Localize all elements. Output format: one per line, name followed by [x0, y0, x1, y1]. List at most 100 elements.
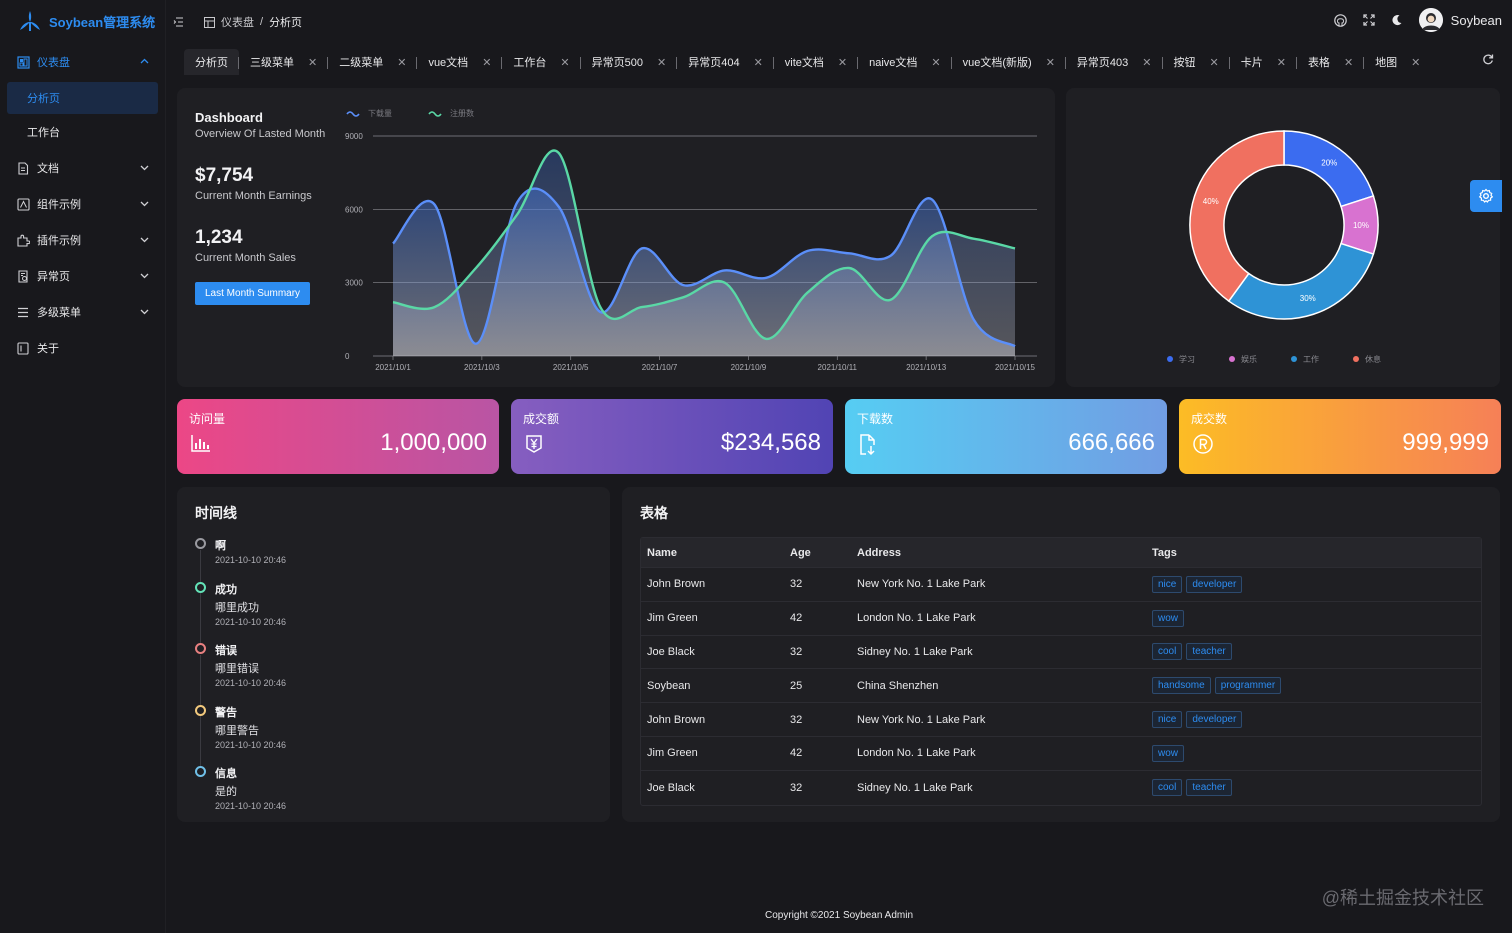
cell-tags: cool teacher [1152, 779, 1481, 797]
username[interactable]: Soybean [1450, 12, 1502, 28]
exception-icon [16, 269, 30, 283]
close-icon[interactable]: ✕ [482, 56, 492, 69]
table-row[interactable]: Joe Black 32 Sidney No. 1 Lake Park cool… [641, 771, 1481, 805]
close-icon[interactable]: ✕ [1276, 56, 1286, 69]
sidebar-item-plugins[interactable]: 插件示例 [0, 222, 165, 258]
dark-mode-moon-icon[interactable] [1391, 14, 1403, 26]
sidebar-item-components[interactable]: 组件示例 [0, 186, 165, 222]
avatar[interactable] [1418, 8, 1443, 32]
timeline-item-time: 2021-10-10 20:46 [215, 617, 287, 627]
timeline-item-title: 啊 [215, 540, 226, 552]
tab-naive-docs[interactable]: naive文档 ✕ [858, 49, 952, 75]
tab-table[interactable]: 表格 ✕ [1297, 49, 1365, 75]
tab-label: 表格 [1307, 57, 1330, 69]
close-icon[interactable]: ✕ [931, 56, 941, 69]
theme-settings-button[interactable] [1470, 180, 1502, 212]
donut-chart[interactable]: 20% 10% 30% 40% 学习 娱乐 工作 休息 [1066, 88, 1500, 387]
sidebar-item-label: 多级菜单 [37, 307, 81, 319]
sidebar: Soybean管理系统 仪表盘 分析页 工作台 文档 组件示例 [0, 0, 166, 933]
column-header-name[interactable]: Name [647, 546, 677, 559]
column-header-tags[interactable]: Tags [1152, 546, 1177, 559]
cell-age: 32 [790, 713, 803, 726]
copyright-text: Copyright ©2021 Soybean Admin [764, 910, 914, 921]
tab-level2-menu[interactable]: 二级菜单 ✕ [328, 49, 418, 75]
legend-label: 下载量 [368, 108, 392, 118]
tab-label: vite文档 [784, 57, 824, 69]
tag: nice [1152, 575, 1183, 593]
close-icon[interactable]: ✕ [1411, 56, 1421, 69]
close-icon[interactable]: ✕ [1209, 56, 1219, 69]
close-icon[interactable]: ✕ [656, 56, 667, 69]
cell-address: New York No. 1 Lake Park [857, 578, 986, 591]
table-row[interactable]: John Brown 32 New York No. 1 Lake Park n… [641, 703, 1481, 737]
sidebar-item-document[interactable]: 文档 [0, 150, 165, 186]
app-logo[interactable]: Soybean管理系统 [0, 0, 165, 42]
tab-label: 三级菜单 [250, 57, 294, 69]
cell-name: Jim Green [647, 612, 698, 625]
tag: cool [1152, 779, 1183, 797]
tab-separator [1161, 57, 1163, 69]
tab-card[interactable]: 卡片 ✕ [1230, 49, 1297, 75]
y-tick-label: 9000 [345, 132, 363, 141]
cell-tags: nice developer [1152, 575, 1481, 593]
tab-exception-403[interactable]: 异常页403 ✕ [1066, 49, 1163, 75]
tab-exception-500[interactable]: 异常页500 ✕ [581, 49, 678, 75]
refresh-button[interactable] [1482, 52, 1494, 70]
table-row[interactable]: Jim Green 42 London No. 1 Lake Park wow [641, 602, 1481, 636]
close-icon[interactable]: ✕ [308, 56, 318, 69]
column-header-address[interactable]: Address [857, 546, 902, 559]
close-icon[interactable]: ✕ [1045, 56, 1055, 69]
sidebar-item-dashboard[interactable]: 仪表盘 [0, 44, 165, 80]
sidebar-item-workbench[interactable]: 工作台 [7, 116, 158, 148]
tag: developer [1186, 575, 1243, 593]
x-tick-label: 2021/10/3 [464, 363, 500, 372]
table-row[interactable]: Joe Black 32 Sidney No. 1 Lake Park cool… [641, 636, 1481, 670]
close-icon[interactable]: ✕ [560, 56, 570, 69]
tab-analysis[interactable]: 分析页 [184, 49, 239, 75]
pie-slice-label: 20% [1321, 159, 1337, 168]
sidebar-item-multi-menu[interactable]: 多级菜单 [0, 294, 165, 330]
cell-tags: cool teacher [1152, 643, 1481, 661]
tab-label: 分析页 [195, 57, 228, 69]
close-icon[interactable]: ✕ [397, 56, 407, 69]
line-area-chart[interactable]: 9000 6000 3000 0 2021/10/1 2021/10/3 2021/10/5… [177, 88, 1055, 387]
legend-label: 工作 [1303, 354, 1319, 364]
tab-separator [416, 57, 418, 69]
sidebar-item-exception[interactable]: 异常页 [0, 258, 165, 294]
last-month-summary-button[interactable]: Last Month Summary [195, 282, 311, 305]
tab-vue-docs[interactable]: vue文档 ✕ [417, 49, 503, 75]
tab-exception-404[interactable]: 异常页404 ✕ [677, 49, 774, 75]
watermark: @稀土掘金技术社区 [1321, 888, 1484, 908]
about-icon [16, 341, 30, 355]
tab-vite-docs[interactable]: vite文档 ✕ [774, 49, 859, 75]
x-tick-label: 2021/10/15 [995, 363, 1036, 372]
column-header-age[interactable]: Age [790, 546, 811, 559]
cell-age: 32 [790, 781, 803, 794]
menu-collapse-button[interactable] [173, 14, 184, 32]
fullscreen-icon[interactable] [1363, 14, 1375, 26]
breadcrumb-item-current: 分析页 [269, 17, 303, 29]
dashboard-subtitle: Overview Of Lasted Month [195, 128, 326, 140]
close-icon[interactable]: ✕ [837, 56, 848, 69]
close-icon[interactable]: ✕ [753, 56, 763, 69]
sidebar-item-about[interactable]: 关于 [0, 330, 165, 366]
tab-separator [327, 57, 329, 69]
tab-map[interactable]: 地图 ✕ [1364, 49, 1431, 75]
table-row[interactable]: Jim Green 42 London No. 1 Lake Park wow [641, 737, 1481, 771]
tab-workbench[interactable]: 工作台 ✕ [502, 49, 581, 75]
stat-label: 下载数 [857, 412, 894, 426]
tab-separator [1363, 57, 1365, 69]
tab-button[interactable]: 按钮 ✕ [1163, 49, 1230, 75]
table-header-row: Name Age Address Tags [641, 538, 1481, 568]
tab-vue-docs-new[interactable]: vue文档(新版) ✕ [952, 49, 1066, 75]
close-icon[interactable]: ✕ [1343, 56, 1354, 69]
close-icon[interactable]: ✕ [1142, 56, 1152, 69]
timeline-connector [200, 655, 201, 705]
sidebar-item-analysis[interactable]: 分析页 [7, 82, 158, 114]
document-icon [16, 161, 30, 175]
table-row[interactable]: John Brown 32 New York No. 1 Lake Park n… [641, 568, 1481, 602]
table-row[interactable]: Soybean 25 China Shenzhen handsome progra… [641, 669, 1481, 704]
breadcrumb-item[interactable]: 仪表盘 [221, 17, 254, 29]
tab-level3-menu[interactable]: 三级菜单 ✕ [239, 49, 329, 75]
github-icon[interactable] [1333, 13, 1347, 27]
